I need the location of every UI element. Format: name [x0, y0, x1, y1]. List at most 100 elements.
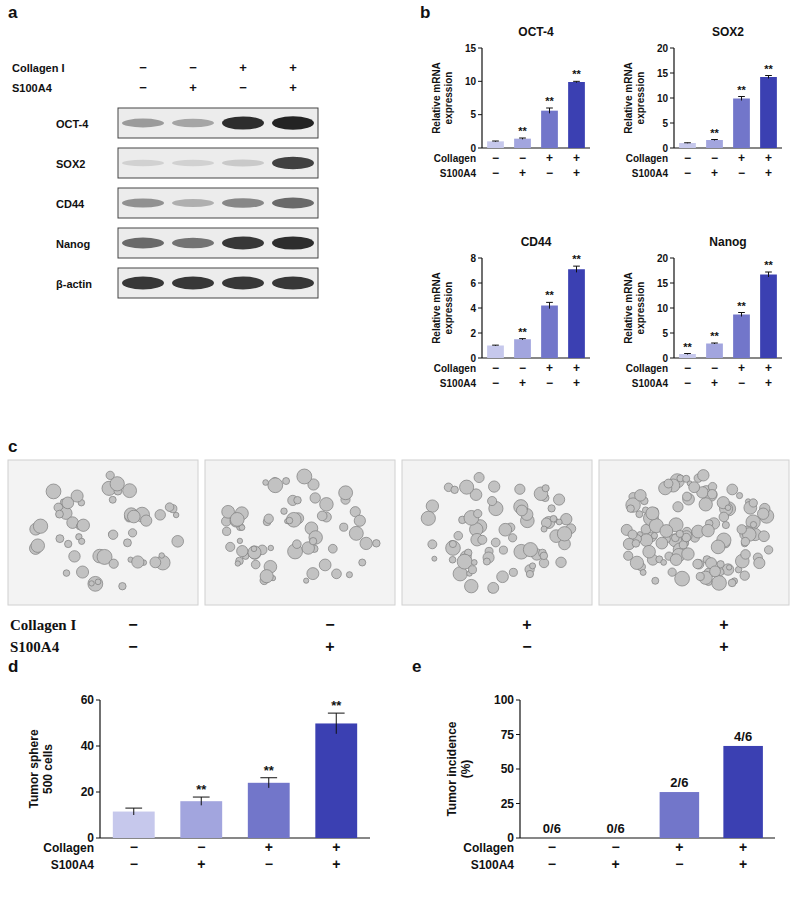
condition-label: S100A4: [10, 639, 60, 655]
error-bar: [711, 343, 718, 344]
bar: [596, 838, 636, 839]
condition-sign: −: [711, 361, 718, 375]
condition-sign: −: [738, 376, 745, 390]
error-bar: [328, 713, 345, 734]
sphere: [449, 541, 456, 548]
sphere: [460, 480, 474, 494]
condition-sign: −: [189, 60, 197, 75]
chart-title: CD44: [521, 235, 552, 249]
sphere: [515, 484, 525, 494]
bar: [706, 140, 723, 148]
condition-sign: +: [239, 60, 247, 75]
sphere: [548, 505, 555, 512]
background: [0, 0, 800, 909]
plot-area: [113, 713, 357, 838]
y-tick-label: 5: [662, 328, 668, 339]
significance: **: [710, 127, 719, 139]
sphere: [454, 531, 463, 540]
y-axis: [673, 258, 674, 358]
sphere: [451, 486, 458, 493]
sphere: [263, 480, 269, 486]
condition-sign: +: [612, 856, 620, 872]
condition-label: Collagen: [626, 153, 668, 164]
sphere: [251, 546, 257, 552]
sphere: [88, 576, 103, 591]
condition-sign: +: [325, 638, 334, 655]
condition-sign: −: [128, 616, 137, 633]
error-bar: [573, 81, 580, 82]
significance: **: [572, 68, 581, 80]
axis-label: Tumor incidence: [445, 721, 459, 816]
sphere: [722, 522, 729, 529]
sphere: [725, 505, 731, 511]
sphere: [643, 545, 656, 558]
sphere: [359, 559, 366, 566]
error-bar: [260, 778, 277, 788]
condition-sign: +: [332, 839, 340, 855]
bar-chart: Tumor sphere500 cells0204060******Collag…: [27, 693, 370, 872]
axis-label: expression: [635, 282, 646, 335]
sphere: [508, 534, 516, 542]
y-tick-label: 20: [657, 43, 669, 54]
sphere: [268, 478, 283, 493]
sphere: [128, 529, 136, 537]
condition-label: S100A4: [471, 858, 515, 872]
sphere: [172, 535, 184, 547]
sphere: [550, 515, 557, 522]
sphere: [354, 515, 365, 526]
sphere: [652, 577, 659, 584]
error-bar: [738, 313, 745, 317]
sphere: [465, 579, 478, 592]
condition-sign: +: [573, 151, 580, 165]
error-cap: [492, 141, 499, 142]
micrograph: [402, 460, 592, 605]
condition-sign: −: [684, 151, 691, 165]
error-bar: [738, 97, 745, 101]
y-tick-label: 6: [470, 278, 476, 289]
significance: **: [196, 782, 207, 797]
bar: [679, 354, 696, 358]
sphere: [46, 484, 61, 499]
error-cap: [573, 266, 580, 267]
sphere: [173, 512, 179, 518]
error-bar: [765, 76, 772, 79]
condition-sign: +: [573, 376, 580, 390]
sphere: [516, 505, 527, 516]
sphere: [646, 507, 659, 520]
error-cap: [492, 345, 499, 346]
sphere: [489, 481, 500, 492]
sphere: [251, 560, 260, 569]
y-tick-label: 2: [470, 328, 476, 339]
error-bar: [193, 797, 210, 805]
sphere: [728, 579, 736, 587]
sphere: [696, 572, 704, 580]
error-stem: [549, 302, 550, 308]
blot-band: [272, 157, 314, 169]
sphere: [556, 519, 562, 525]
y-tick-label: 25: [501, 797, 515, 811]
blot-strip: [118, 268, 318, 298]
micrograph-content: [621, 470, 774, 591]
sphere: [109, 496, 116, 503]
y-axis: [481, 258, 482, 358]
bar: [541, 111, 558, 148]
error-bar: [125, 808, 142, 815]
error-bar: [765, 272, 772, 277]
blot-band: [122, 119, 164, 128]
sphere: [71, 490, 83, 502]
sphere: [664, 479, 673, 488]
protein-label: CD44: [56, 198, 85, 210]
chart-title: OCT-4: [518, 25, 554, 39]
bar: [723, 746, 763, 838]
bar: [315, 723, 357, 838]
sphere: [540, 552, 548, 560]
sphere: [541, 526, 547, 532]
blot-strip: [118, 108, 318, 138]
sphere: [248, 546, 261, 559]
sphere: [491, 538, 500, 547]
sphere: [109, 559, 118, 568]
significance: **: [737, 84, 746, 96]
sphere: [132, 556, 144, 568]
condition-sign: −: [139, 80, 147, 95]
blot-band: [172, 119, 214, 127]
